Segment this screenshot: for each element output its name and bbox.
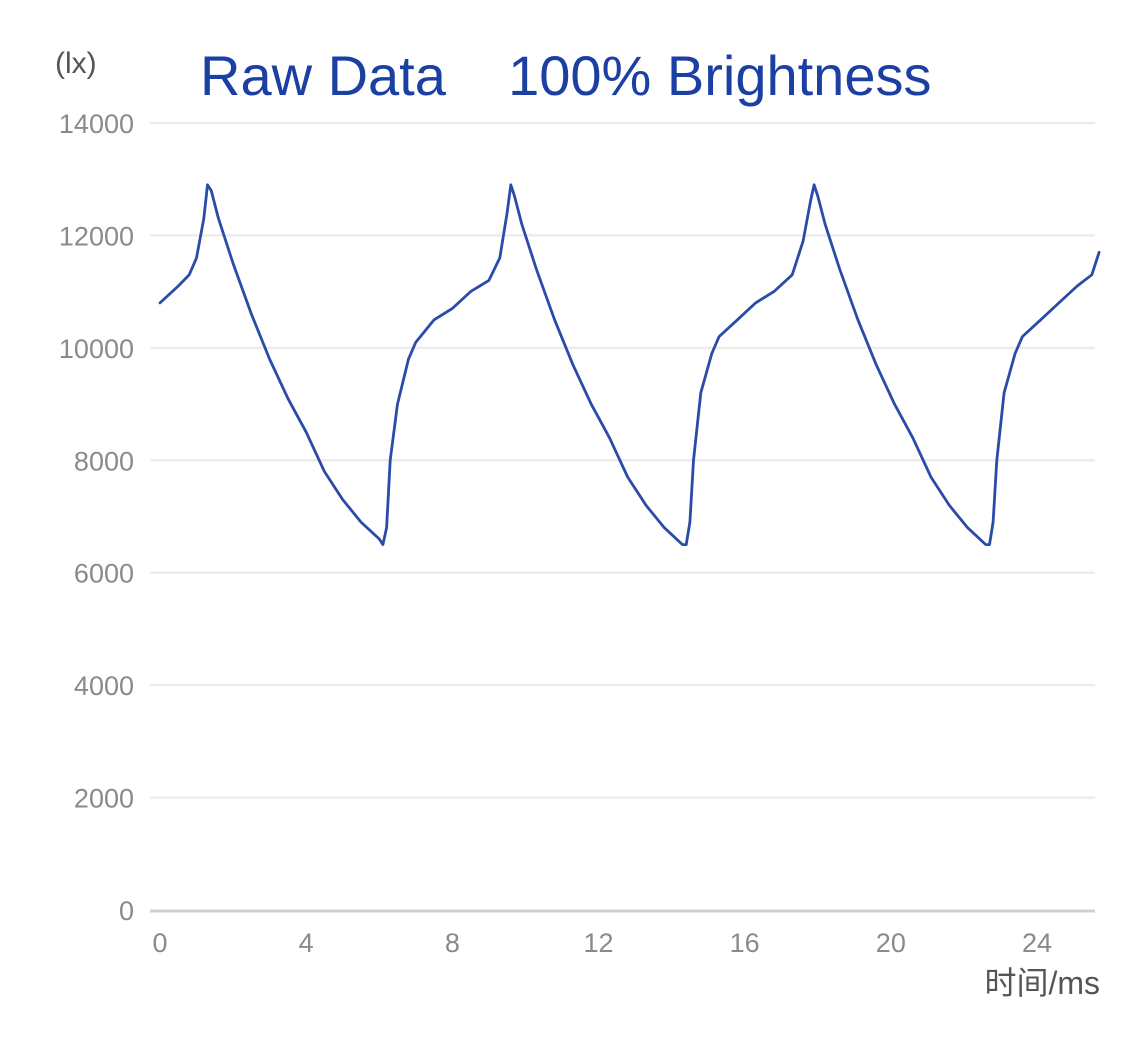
y-tick-label: 0 [119, 896, 134, 926]
y-tick-label: 4000 [74, 671, 134, 701]
y-axis-label: (lx) [55, 47, 97, 80]
y-tick-label: 10000 [59, 334, 134, 364]
x-tick-label: 8 [445, 928, 460, 958]
x-tick-label: 4 [299, 928, 314, 958]
x-axis-label: 时间/ms [984, 965, 1100, 1001]
y-tick-label: 6000 [74, 559, 134, 589]
axes: 0 2000 4000 6000 8000 10000 12000 14000 0 4 8 12 16 2… [59, 109, 1095, 958]
series-layer [158, 183, 1101, 546]
y-tick-label: 14000 [59, 109, 134, 139]
gridlines [150, 121, 1095, 799]
y-tick-label: 2000 [74, 784, 134, 814]
x-tick-label: 0 [152, 928, 167, 958]
y-tick-label: 12000 [59, 221, 134, 251]
x-tick-label: 24 [1022, 928, 1052, 958]
x-tick-label: 20 [876, 928, 906, 958]
x-tick-label: 12 [583, 928, 613, 958]
series-line [158, 183, 1101, 546]
y-tick-label: 8000 [74, 446, 134, 476]
x-tick-label: 16 [730, 928, 760, 958]
chart-title: Raw Data 100% Brightness [200, 44, 931, 107]
